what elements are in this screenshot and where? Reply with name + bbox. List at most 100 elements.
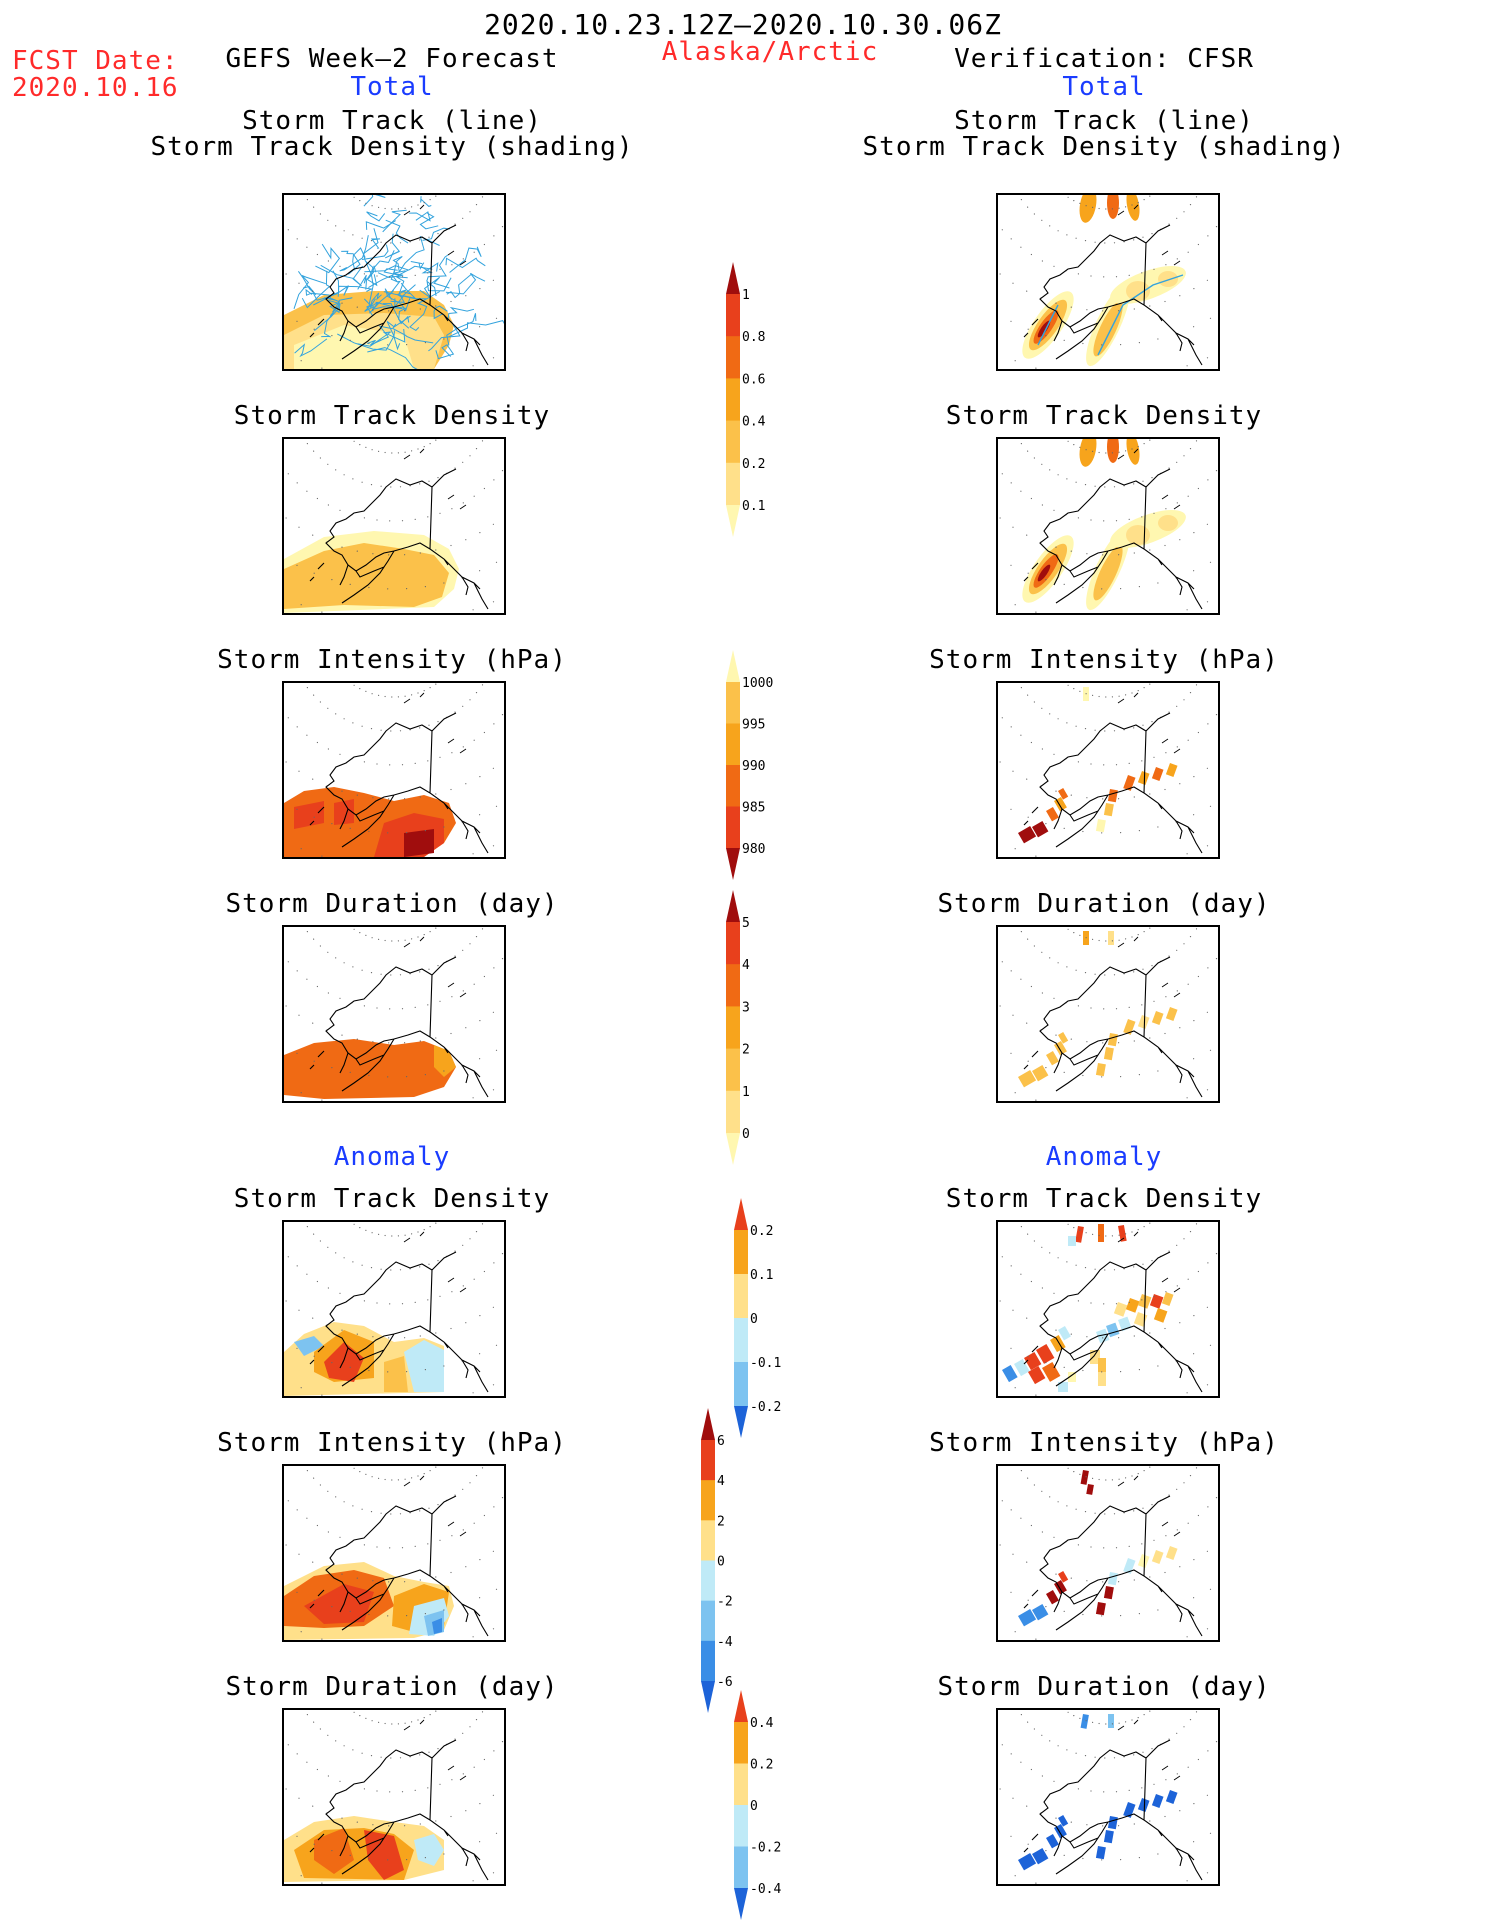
storm-track: [367, 347, 418, 369]
left-anomaly-label: Anomaly: [333, 1142, 451, 1172]
right-column-title: Verification: CFSR: [954, 44, 1254, 74]
shade-region: [1158, 271, 1178, 287]
shade-cell: [1046, 1834, 1059, 1849]
map-cfsr-total-duration: [996, 925, 1220, 1103]
map-svg: [284, 439, 504, 613]
colorbar-segment: [726, 682, 740, 724]
colorbar-top-arrow: [726, 262, 740, 294]
storm-track: [446, 273, 473, 299]
storm-track: [384, 233, 400, 259]
shade-cell: [1068, 1372, 1076, 1382]
shade-region: [1079, 195, 1097, 223]
shade-cell: [1018, 1070, 1037, 1088]
shade-region: [294, 801, 324, 829]
shade-cell: [1108, 1714, 1114, 1728]
storm-track: [428, 321, 461, 352]
colorbar-bottom-arrow: [734, 1888, 748, 1920]
storm-track: [297, 271, 317, 296]
shade-cell: [1165, 763, 1178, 778]
map-svg: [999, 927, 1218, 1101]
storm-track: [377, 270, 406, 279]
coastline: [1023, 224, 1203, 366]
shade-cell: [1046, 807, 1059, 822]
storm-track: [352, 247, 366, 271]
map-svg: [284, 1222, 504, 1396]
colorbar-svg: 0.4 0.2 0 -0.2 -0.4: [734, 1690, 781, 1920]
colorbar-tick-label: -4: [717, 1635, 733, 1650]
left-total-label: Total: [350, 72, 434, 102]
colorbar-top-arrow: [726, 890, 740, 922]
map-gefs-anom-density: [282, 1220, 506, 1398]
coastline-detail: [1117, 448, 1181, 510]
shade-cell: [1151, 766, 1164, 782]
shade-region: [304, 1584, 374, 1624]
colorbar-bottom-arrow: [701, 1681, 715, 1713]
coastline-detail: [403, 1231, 467, 1293]
colorbar-top-arrow: [734, 1198, 748, 1230]
shade-cell: [1107, 789, 1118, 803]
coastline: [1023, 712, 1203, 854]
shade-cell: [1103, 1830, 1114, 1844]
colorbar-svg: 1000 995 990 985 980: [726, 650, 773, 880]
coastline-detail: [1117, 1231, 1181, 1293]
left-title-density: Storm Track Density: [233, 401, 551, 431]
shade-cell: [1028, 1366, 1046, 1385]
shade-cell: [1014, 1359, 1030, 1377]
colorbar-segment: [726, 378, 740, 422]
graticule: [285, 439, 504, 613]
storm-track: [447, 306, 475, 320]
shade-cell: [1103, 803, 1114, 817]
shade-cell: [1103, 1047, 1114, 1061]
storm-track: [375, 301, 410, 329]
coastline: [1023, 468, 1203, 610]
coastline-detail: [1117, 1475, 1181, 1537]
fcst-date-label: FCST Date:: [12, 46, 179, 76]
storm-track: [363, 298, 403, 310]
map-gefs-total-duration: [282, 925, 506, 1103]
right-title-duration: Storm Duration (day): [937, 889, 1271, 919]
shade-cell: [1113, 1301, 1128, 1317]
graticule: [999, 1222, 1218, 1396]
graticule: [285, 1466, 504, 1640]
storm-track: [1037, 274, 1184, 356]
storm-track: [328, 299, 341, 314]
left-title-anom-density: Storm Track Density: [233, 1184, 551, 1214]
colorbar-tick-label: -0.1: [750, 1356, 781, 1371]
colorbar-bottom-arrow: [734, 1406, 748, 1438]
coastline-detail: [403, 448, 467, 510]
shade-region: [1079, 439, 1097, 467]
coastline: [309, 1251, 489, 1393]
colorbar-segment: [726, 420, 740, 464]
storm-track: [383, 268, 409, 276]
colorbar-tick-label: 5: [742, 916, 750, 931]
colorbar-tick-label: 0.8: [742, 330, 765, 345]
colorbar-tick-label: -6: [717, 1675, 733, 1690]
colorbar-bottom-arrow: [726, 848, 740, 880]
right-title-anom-intensity: Storm Intensity (hPa): [929, 1428, 1279, 1458]
coastline: [1023, 1495, 1203, 1637]
storm-track: [367, 250, 395, 280]
shade-cell: [1058, 1382, 1068, 1392]
left-title-intensity: Storm Intensity (hPa): [217, 645, 567, 675]
coastline: [309, 712, 489, 854]
colorbar-segment: [701, 1520, 715, 1561]
storm-track: [421, 262, 439, 274]
graticule: [999, 1710, 1218, 1884]
shade-cell: [1107, 1815, 1118, 1830]
colorbar-segment: [726, 964, 740, 1007]
map-gefs-total-intensity: [282, 681, 506, 859]
right-title-anom-density: Storm Track Density: [945, 1184, 1263, 1214]
colorbar-tick-label: 4: [742, 958, 750, 973]
shade-cell: [1105, 1322, 1120, 1338]
shade-cell: [1118, 1224, 1127, 1242]
colorbar-tick-label: 2: [742, 1043, 750, 1058]
shade-cell: [1046, 1590, 1059, 1605]
colorbar-segment: [701, 1480, 715, 1521]
coastline-detail: [1117, 1719, 1181, 1781]
colorbar-tick-label: 0.1: [742, 499, 765, 514]
shade-cell: [1123, 775, 1136, 791]
shade-region: [284, 543, 449, 609]
storm-track: [363, 195, 386, 207]
map-svg: [999, 195, 1218, 369]
shade-cell: [1058, 1571, 1069, 1583]
